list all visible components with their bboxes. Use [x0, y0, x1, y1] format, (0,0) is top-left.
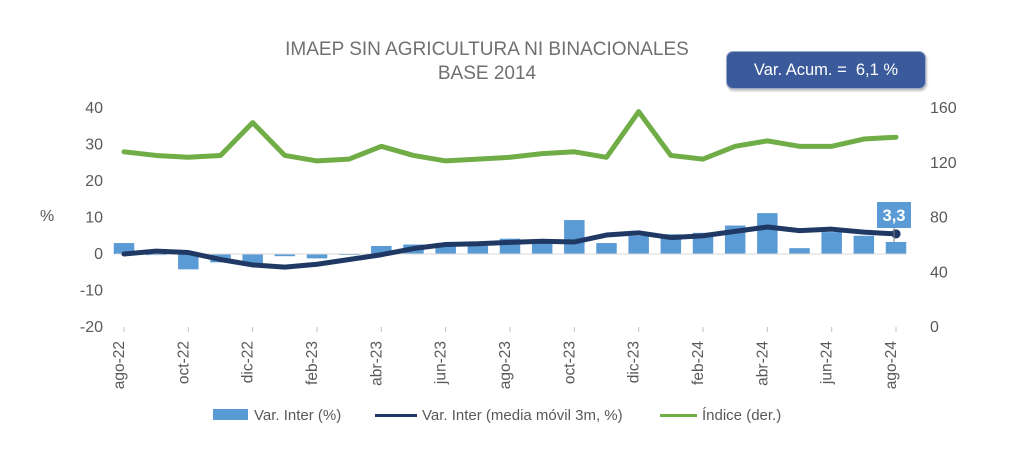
- svg-text:ago-22: ago-22: [111, 341, 128, 389]
- svg-text:40: 40: [85, 100, 103, 117]
- svg-text:ago-23: ago-23: [497, 341, 514, 389]
- svg-text:feb-23: feb-23: [304, 341, 321, 385]
- svg-text:oct-22: oct-22: [175, 341, 192, 384]
- svg-text:120: 120: [930, 155, 957, 172]
- svg-text:oct-23: oct-23: [561, 341, 578, 384]
- svg-text:0: 0: [930, 319, 939, 336]
- svg-text:dic-23: dic-23: [626, 341, 643, 383]
- svg-text:ago-24: ago-24: [883, 341, 900, 390]
- svg-text:40: 40: [930, 264, 948, 281]
- svg-text:160: 160: [930, 100, 957, 117]
- svg-text:80: 80: [930, 210, 948, 227]
- svg-text:feb-24: feb-24: [690, 341, 707, 385]
- svg-text:abr-23: abr-23: [368, 341, 385, 386]
- svg-text:0: 0: [94, 246, 103, 263]
- svg-text:abr-24: abr-24: [754, 341, 771, 386]
- svg-text:3,3: 3,3: [883, 207, 906, 225]
- svg-text:10: 10: [85, 210, 103, 227]
- svg-text:jun-24: jun-24: [819, 341, 836, 385]
- svg-text:dic-22: dic-22: [240, 341, 257, 383]
- svg-text:jun-23: jun-23: [433, 341, 450, 385]
- svg-text:20: 20: [85, 173, 103, 190]
- svg-text:30: 30: [85, 137, 103, 154]
- svg-text:-20: -20: [80, 319, 103, 336]
- svg-text:-10: -10: [80, 283, 103, 300]
